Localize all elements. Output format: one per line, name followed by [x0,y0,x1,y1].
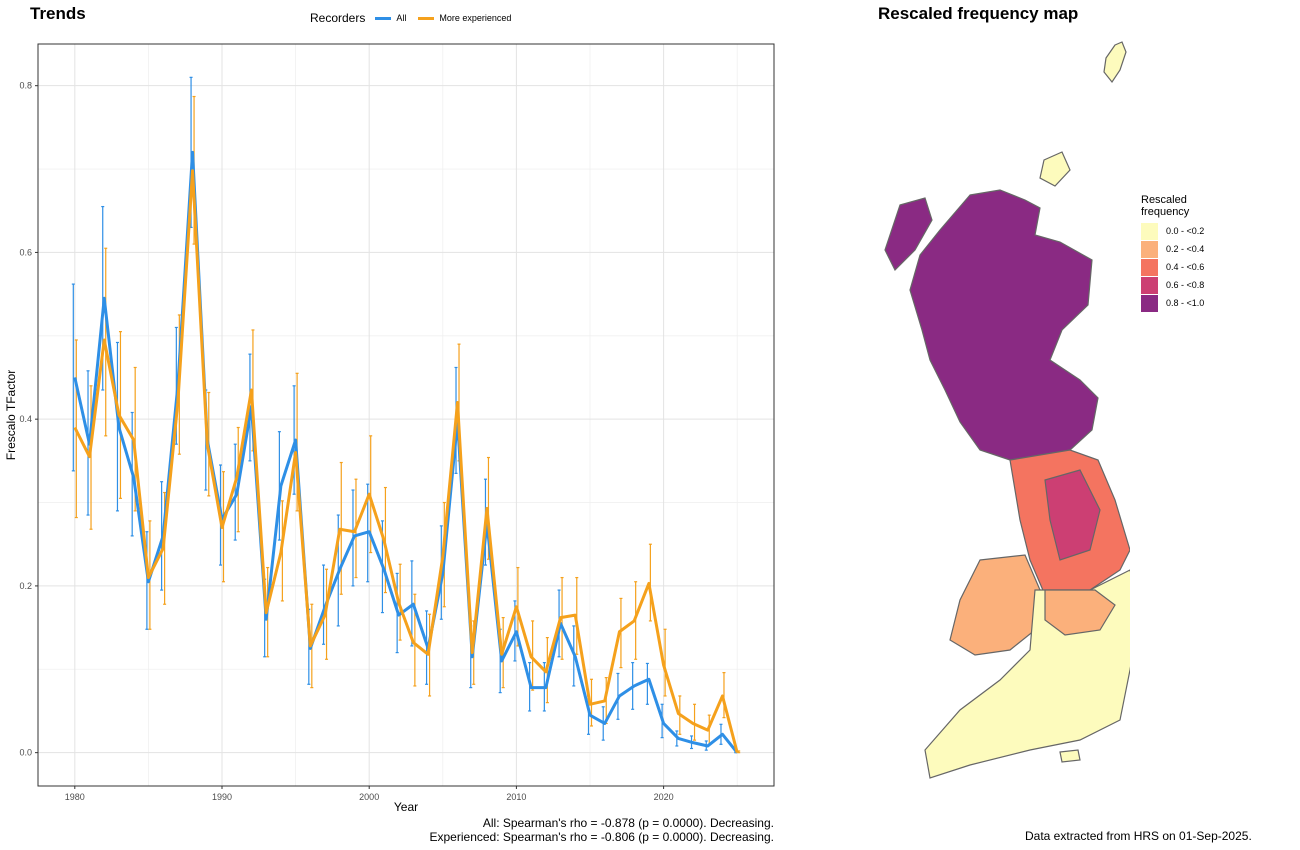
axis-layer: 0.0 0.2 0.4 0.6 0.8 1980 1990 2000 2010 2020 [19,81,673,802]
y-axis-label: Frescalo TFactor [4,370,18,460]
frequency-map [884,41,1130,779]
stats-line-experienced: Experienced: Spearman's rho = -0.806 (p … [429,830,775,844]
y-tick-label: 0.0 [19,748,32,758]
series-line-experienced [73,169,739,754]
stats-text: All: Spearman's rho = -0.878 (p = 0.0000… [274,816,775,844]
map-legend-title-line1: Rescaled [1141,194,1187,206]
recorders-legend: Recorders All More experienced [310,11,517,25]
x-tick-label: 2000 [359,792,379,802]
trend-chart: 0.0 0.2 0.4 0.6 0.8 1980 1990 2000 2010 2020 Year… [4,43,775,814]
map-legend-row: 0.2 - <0.4 [1141,240,1204,258]
map-legend-row: 0.4 - <0.6 [1141,258,1204,276]
map-legend-row: 0.0 - <0.2 [1141,222,1204,240]
stats-line-all: All: Spearman's rho = -0.878 (p = 0.0000… [482,816,774,830]
map-hebrides [884,197,933,272]
map-isle-of-wight [1059,749,1081,763]
map-shetland [1103,41,1127,84]
map-legend-label: 0.0 - <0.2 [1166,226,1205,236]
map-legend-label: 0.8 - <1.0 [1166,298,1205,308]
map-legend-swatch [1141,294,1158,312]
map-pennines [1044,469,1101,561]
map-legend-swatch [1141,222,1158,240]
map-legend-title: Rescaled frequency [1141,194,1204,218]
map-title: Rescaled frequency map [878,4,1079,23]
series-lines-layer [73,150,739,754]
map-legend-label: 0.6 - <0.8 [1166,280,1205,290]
grid-layer [38,44,774,786]
x-tick-label: 2020 [654,792,674,802]
map-legend-label: 0.2 - <0.4 [1166,244,1205,254]
trends-title: Trends [30,4,86,23]
map-legend-swatch [1141,240,1158,258]
x-axis-label: Year [394,800,418,814]
map-legend-swatch [1141,258,1158,276]
map-wales [949,554,1041,656]
plot-border [37,43,775,787]
legend-title: Recorders [310,11,366,25]
legend-label-all: All [396,13,407,23]
map-midlands [1044,589,1116,636]
map-legend-swatch [1141,276,1158,294]
map-legend-row: 0.8 - <1.0 [1141,294,1204,312]
legend-item-all: All [375,13,406,23]
y-tick-label: 0.6 [19,247,32,257]
map-legend-label: 0.4 - <0.6 [1166,262,1205,272]
x-tick-label: 2010 [506,792,526,802]
y-tick-label: 0.4 [19,414,32,424]
y-tick-label: 0.8 [19,81,32,91]
map-scotland [909,189,1099,461]
map-orkney [1039,151,1071,187]
x-tick-label: 1980 [65,792,85,802]
legend-label-experienced: More experienced [439,13,512,23]
map-legend-title-line2: frequency [1141,206,1190,218]
legend-item-experienced: More experienced [418,13,511,23]
map-legend: Rescaled frequency 0.0 - <0.2 0.2 - <0.4… [1141,194,1204,312]
y-tick-label: 0.2 [19,581,32,591]
x-tick-label: 1990 [212,792,232,802]
data-footer: Data extracted from HRS on 01-Sep-2025. [1025,829,1252,843]
legend-swatch-all [375,16,392,20]
legend-swatch-experienced [418,16,435,20]
map-legend-row: 0.6 - <0.8 [1141,276,1204,294]
error-bars-layer [71,76,741,754]
